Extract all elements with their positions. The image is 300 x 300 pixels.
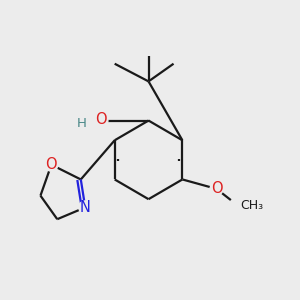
Circle shape	[95, 114, 108, 127]
Text: N: N	[80, 200, 91, 215]
Text: O: O	[211, 182, 222, 196]
Circle shape	[230, 197, 247, 215]
Text: O: O	[96, 112, 107, 127]
Circle shape	[76, 118, 87, 129]
Text: O: O	[46, 157, 57, 172]
Circle shape	[45, 158, 58, 171]
Circle shape	[210, 182, 223, 195]
Text: CH₃: CH₃	[240, 200, 263, 212]
Text: H: H	[77, 117, 87, 130]
Circle shape	[79, 201, 92, 214]
